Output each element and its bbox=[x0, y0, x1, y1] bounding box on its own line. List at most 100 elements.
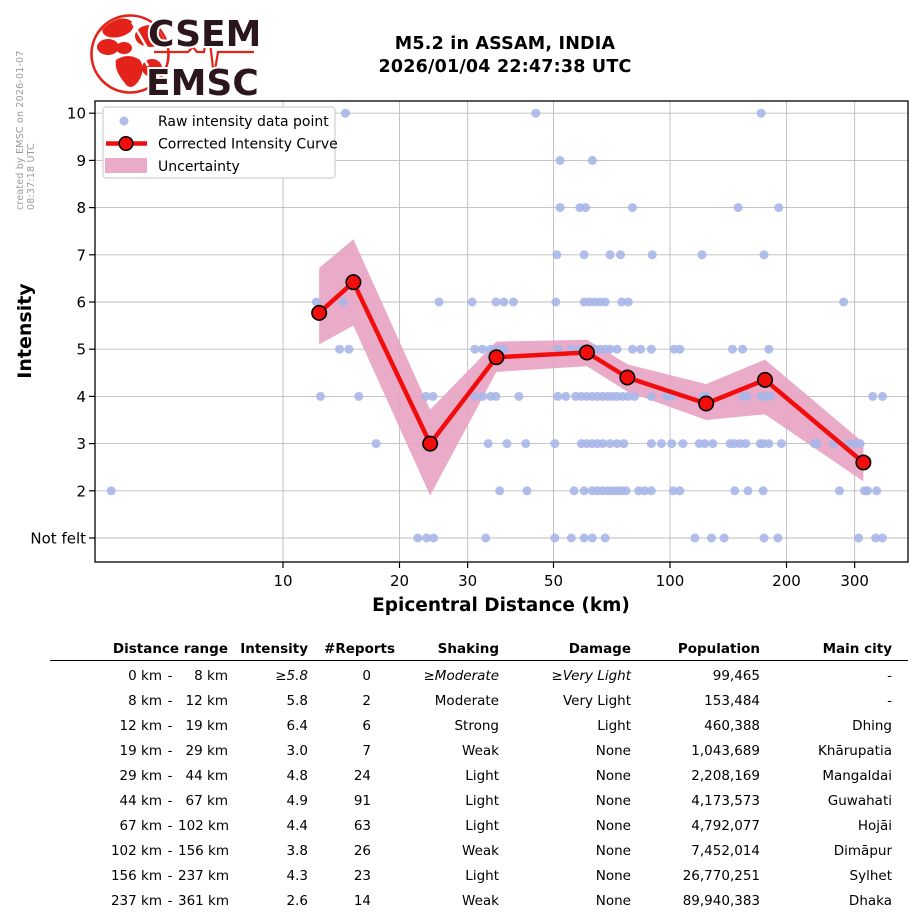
cell-population: 2,208,169 bbox=[691, 767, 760, 784]
cell-distance-range: 29 km -44 km bbox=[50, 768, 228, 784]
cell-intensity: 6.4 bbox=[286, 717, 308, 734]
raw-data-point bbox=[764, 344, 774, 354]
cell-main-city: - bbox=[887, 692, 892, 709]
raw-data-point bbox=[470, 344, 480, 354]
cell-damage: None bbox=[595, 792, 631, 809]
range-to: 44 km bbox=[185, 767, 228, 784]
range-dash: - bbox=[167, 842, 173, 859]
raw-data-point bbox=[636, 344, 646, 354]
table-row: 44 km -67 km 4.9 91 Light None 4,173,573 Guwaha… bbox=[50, 788, 908, 813]
cell-reports: 7 bbox=[362, 742, 371, 759]
raw-data-point bbox=[508, 297, 518, 307]
raw-data-point bbox=[855, 439, 865, 449]
raw-data-point bbox=[733, 203, 743, 213]
raw-data-point bbox=[550, 439, 560, 449]
x-tick-label: 200 bbox=[772, 572, 801, 590]
col-header-shaking: Shaking bbox=[437, 640, 499, 657]
raw-data-point bbox=[656, 439, 666, 449]
table-header: Distance range Intensity #Reports Shakin… bbox=[50, 637, 908, 660]
raw-data-point bbox=[470, 391, 480, 401]
raw-data-point bbox=[730, 486, 740, 496]
raw-data-point bbox=[605, 439, 615, 449]
raw-data-point bbox=[587, 155, 597, 165]
range-from: 44 km bbox=[119, 792, 162, 809]
raw-data-point bbox=[773, 533, 783, 543]
logo-emsc-text: EMSC bbox=[146, 63, 258, 100]
y-tick-label: 2 bbox=[76, 482, 86, 500]
globe-continents bbox=[97, 18, 165, 87]
cell-shaking: Light bbox=[465, 817, 499, 834]
curve-point-marker bbox=[488, 349, 505, 366]
raw-data-point bbox=[553, 391, 563, 401]
cell-intensity: 4.3 bbox=[286, 867, 308, 884]
raw-data-point bbox=[587, 533, 597, 543]
raw-data-point bbox=[612, 439, 622, 449]
raw-data-point bbox=[690, 533, 700, 543]
raw-data-point bbox=[531, 108, 541, 118]
legend-label: Raw intensity data point bbox=[158, 114, 329, 130]
raw-data-point bbox=[579, 533, 589, 543]
table-row: 29 km -44 km 4.8 24 Light None 2,208,169 Mangal… bbox=[50, 763, 908, 788]
raw-data-point bbox=[371, 439, 381, 449]
raw-data-point bbox=[340, 108, 350, 118]
cell-main-city: Khārupatia bbox=[818, 742, 892, 759]
cell-main-city: Dhaka bbox=[848, 892, 892, 909]
raw-data-point bbox=[630, 391, 640, 401]
raw-data-point bbox=[555, 203, 565, 213]
uncertainty-band bbox=[319, 239, 864, 496]
raw-data-point bbox=[623, 297, 633, 307]
range-to: 12 km bbox=[185, 692, 228, 709]
cell-damage: None bbox=[595, 867, 631, 884]
cell-reports: 26 bbox=[353, 842, 371, 859]
raw-data-point bbox=[600, 533, 610, 543]
cell-intensity: 3.0 bbox=[286, 742, 308, 759]
cell-distance-range: 0 km - 8 km bbox=[50, 668, 228, 684]
x-tick-label: 300 bbox=[840, 572, 869, 590]
range-to: 8 km bbox=[194, 667, 228, 684]
table-row: 0 km -8 km ≥5.8 0 ≥Moderate ≥Very Light 99,465… bbox=[50, 663, 908, 688]
y-tick-label: Not felt bbox=[30, 530, 86, 548]
cell-distance-range: 156 km -237 km bbox=[50, 868, 229, 884]
range-dash: - bbox=[167, 767, 173, 784]
cell-intensity: 4.9 bbox=[286, 792, 308, 809]
raw-data-point bbox=[627, 344, 637, 354]
raw-data-point bbox=[421, 391, 431, 401]
col-header-damage: Damage bbox=[568, 640, 631, 657]
curve-point-marker bbox=[345, 274, 362, 291]
cell-population: 4,792,077 bbox=[691, 817, 760, 834]
cell-shaking: Light bbox=[465, 867, 499, 884]
raw-data-point bbox=[646, 344, 656, 354]
range-from: 102 km bbox=[110, 842, 162, 859]
raw-data-point bbox=[429, 533, 439, 543]
cell-damage: None bbox=[595, 767, 631, 784]
raw-data-point bbox=[552, 250, 562, 260]
raw-data-point bbox=[766, 391, 776, 401]
raw-data-point bbox=[675, 486, 685, 496]
y-tick-label: 7 bbox=[76, 246, 86, 264]
range-from: 12 km bbox=[119, 717, 162, 734]
raw-data-point bbox=[581, 203, 591, 213]
raw-data-point bbox=[708, 439, 718, 449]
raw-data-point bbox=[522, 486, 532, 496]
cell-damage: None bbox=[595, 892, 631, 909]
table-row: 237 km -361 km 2.6 14 Weak None 89,940,383 Dhak… bbox=[50, 888, 908, 913]
cell-main-city: Dhing bbox=[852, 717, 892, 734]
table-body: 0 km -8 km ≥5.8 0 ≥Moderate ≥Very Light 99,465… bbox=[50, 663, 908, 913]
raw-data-point bbox=[605, 250, 615, 260]
raw-data-point bbox=[646, 486, 656, 496]
cell-distance-range: 8 km -12 km bbox=[50, 693, 228, 709]
raw-data-point bbox=[667, 439, 677, 449]
range-dash: - bbox=[167, 792, 173, 809]
range-from: 19 km bbox=[119, 742, 162, 759]
event-title: M5.2 in ASSAM, INDIA bbox=[394, 34, 616, 54]
chart-title: M5.2 in ASSAM, INDIA 2026/01/04 22:47:38… bbox=[255, 33, 755, 79]
raw-data-point bbox=[478, 344, 488, 354]
y-tick-label: 4 bbox=[76, 388, 86, 406]
x-tick-label: 30 bbox=[458, 572, 477, 590]
cell-shaking: Light bbox=[465, 767, 499, 784]
col-header-distance-range: Distance range bbox=[112, 640, 228, 657]
raw-data-point bbox=[719, 533, 729, 543]
raw-data-point bbox=[741, 439, 751, 449]
table-row: 102 km -156 km 3.8 26 Weak None 7,452,014 Dimāp… bbox=[50, 838, 908, 863]
cell-intensity: ≥5.8 bbox=[275, 667, 308, 684]
